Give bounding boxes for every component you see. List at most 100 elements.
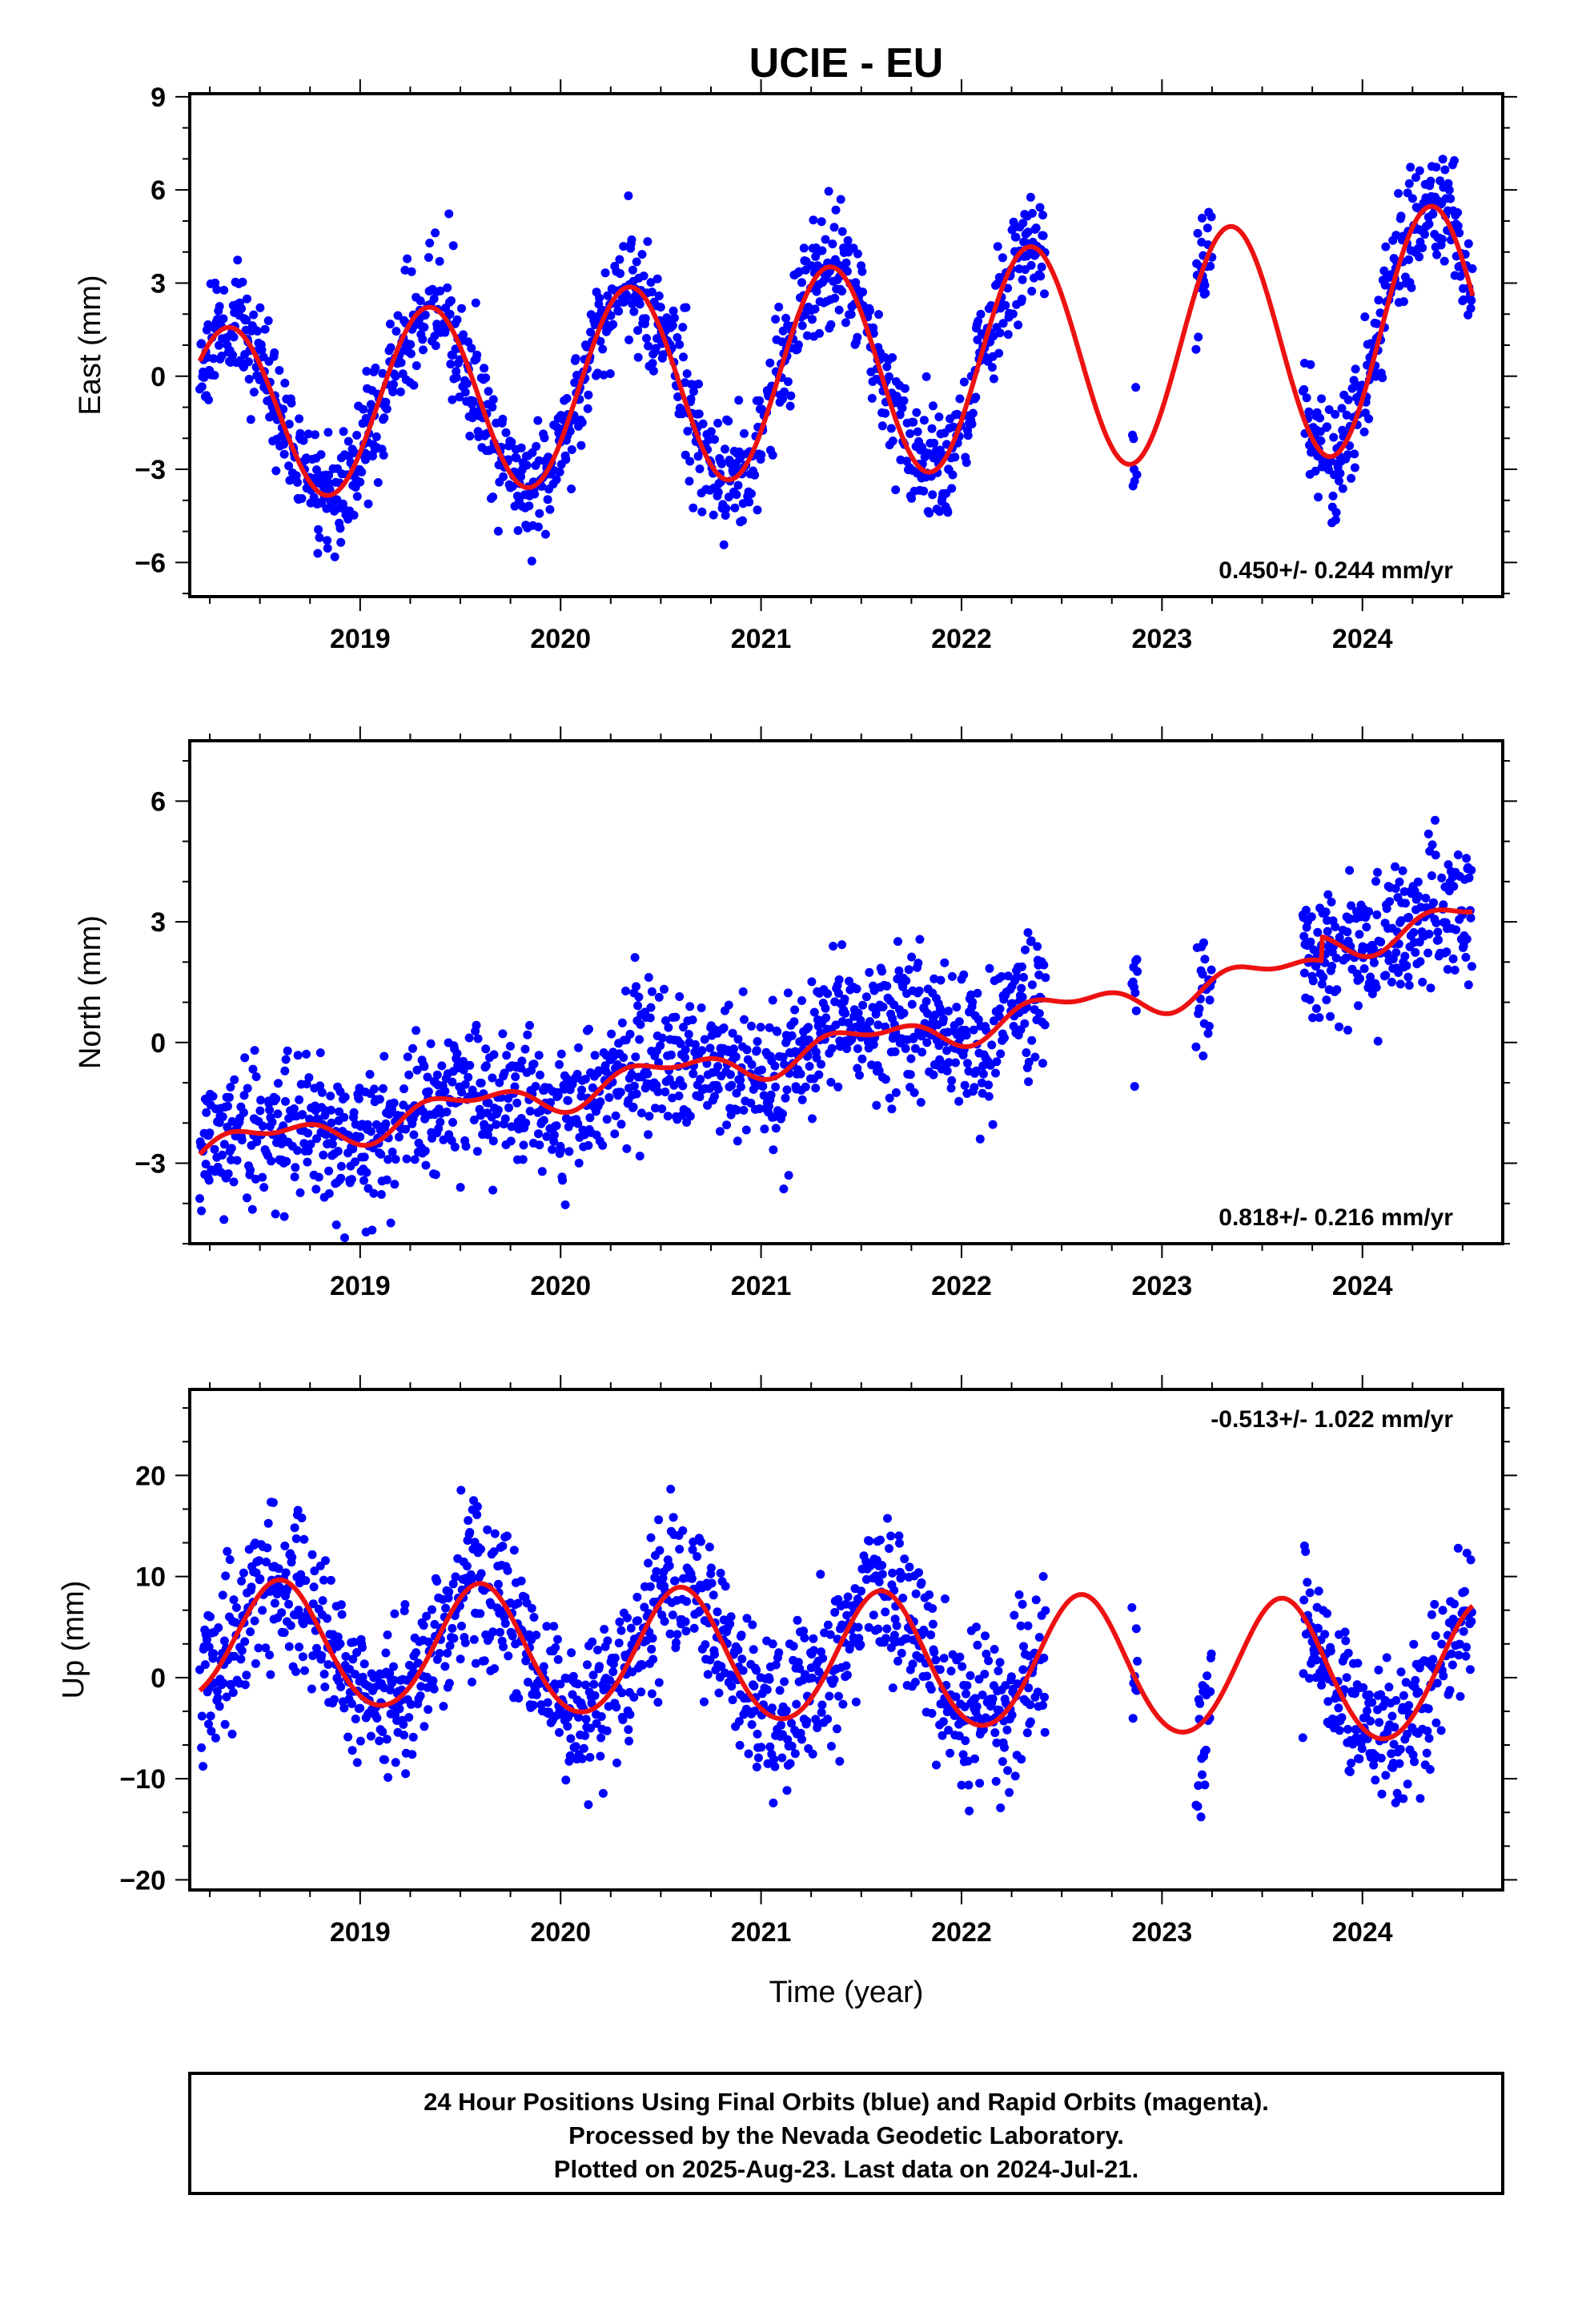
data-point (293, 1051, 303, 1060)
data-point (801, 265, 810, 275)
data-point (765, 1023, 774, 1032)
data-point (545, 505, 555, 514)
data-point (781, 313, 791, 323)
data-point (647, 1644, 656, 1654)
data-point (237, 1576, 247, 1586)
data-point (519, 1140, 528, 1150)
data-point (982, 1649, 991, 1659)
data-point (760, 1124, 769, 1134)
data-point (897, 1648, 906, 1658)
data-point (909, 417, 918, 427)
data-point (1347, 1759, 1356, 1768)
data-point (700, 1697, 709, 1707)
data-point (1307, 912, 1316, 922)
data-point (584, 1800, 593, 1809)
data-point (532, 441, 541, 451)
data-point (752, 1666, 761, 1675)
data-point (1374, 296, 1383, 305)
data-point (796, 1069, 805, 1079)
data-point (375, 1095, 384, 1104)
data-point (842, 1610, 852, 1620)
data-point (236, 1655, 246, 1664)
data-point (968, 997, 978, 1007)
data-point (1034, 1009, 1044, 1018)
data-point (1395, 281, 1404, 291)
data-point (865, 967, 874, 977)
data-point (671, 1012, 681, 1022)
data-point (978, 1069, 988, 1079)
data-point (748, 1620, 757, 1630)
data-point (752, 1763, 761, 1771)
data-point (280, 1066, 290, 1076)
data-point (230, 1075, 239, 1084)
data-point (800, 1633, 809, 1642)
data-point (222, 1692, 231, 1702)
data-point (1462, 1642, 1472, 1652)
data-point (473, 1034, 483, 1043)
data-point (1409, 1639, 1419, 1649)
data-point (284, 461, 294, 471)
x-tick-label: 2020 (530, 1917, 591, 1948)
data-point (886, 1531, 896, 1541)
data-point (797, 1735, 806, 1744)
data-point (471, 1659, 480, 1668)
data-point (719, 1023, 729, 1032)
data-point (343, 1732, 353, 1742)
data-point (461, 1141, 471, 1151)
data-point (284, 420, 294, 429)
data-point (1369, 944, 1379, 954)
data-point (561, 455, 571, 464)
data-point (240, 1053, 250, 1063)
data-point (530, 489, 540, 499)
data-point (1456, 1691, 1465, 1701)
data-point (994, 1011, 1004, 1021)
data-point (308, 1599, 318, 1609)
data-point (249, 388, 259, 397)
data-point (469, 1634, 479, 1644)
data-point (834, 305, 844, 315)
data-point (389, 1662, 398, 1671)
data-point (312, 465, 321, 475)
data-point (864, 1622, 873, 1632)
data-point (420, 323, 429, 332)
data-point (771, 1660, 781, 1670)
data-point (958, 1750, 968, 1759)
data-point (612, 1703, 621, 1712)
data-point (1315, 1013, 1324, 1023)
data-point (382, 1175, 391, 1184)
data-point (1031, 1595, 1041, 1605)
data-point (910, 1043, 920, 1053)
data-point (826, 1077, 836, 1087)
data-point (989, 374, 998, 384)
data-point (991, 1776, 1001, 1786)
data-point (1039, 1653, 1049, 1663)
data-point (472, 350, 482, 360)
data-point (780, 1677, 789, 1687)
data-point (1299, 1669, 1308, 1679)
data-point (444, 1587, 454, 1597)
data-point (406, 349, 416, 359)
data-point (955, 1652, 965, 1662)
data-point (1403, 972, 1413, 982)
data-point (287, 398, 296, 408)
data-point (1334, 1703, 1343, 1713)
data-point (1128, 1714, 1138, 1723)
data-point (422, 1611, 432, 1621)
data-point (229, 1177, 239, 1187)
data-point (746, 1098, 756, 1108)
data-point (1024, 1057, 1034, 1067)
data-point (490, 1529, 500, 1538)
data-point (888, 1568, 897, 1578)
data-point (281, 1055, 291, 1064)
data-point (436, 1117, 445, 1127)
data-point (1350, 449, 1359, 459)
data-point (424, 1087, 433, 1096)
data-point (1200, 955, 1210, 964)
data-point (534, 1129, 543, 1139)
data-point (670, 1576, 680, 1586)
data-point (853, 1008, 863, 1018)
data-point (1424, 1734, 1434, 1743)
data-point (385, 320, 395, 329)
data-point (315, 533, 324, 542)
